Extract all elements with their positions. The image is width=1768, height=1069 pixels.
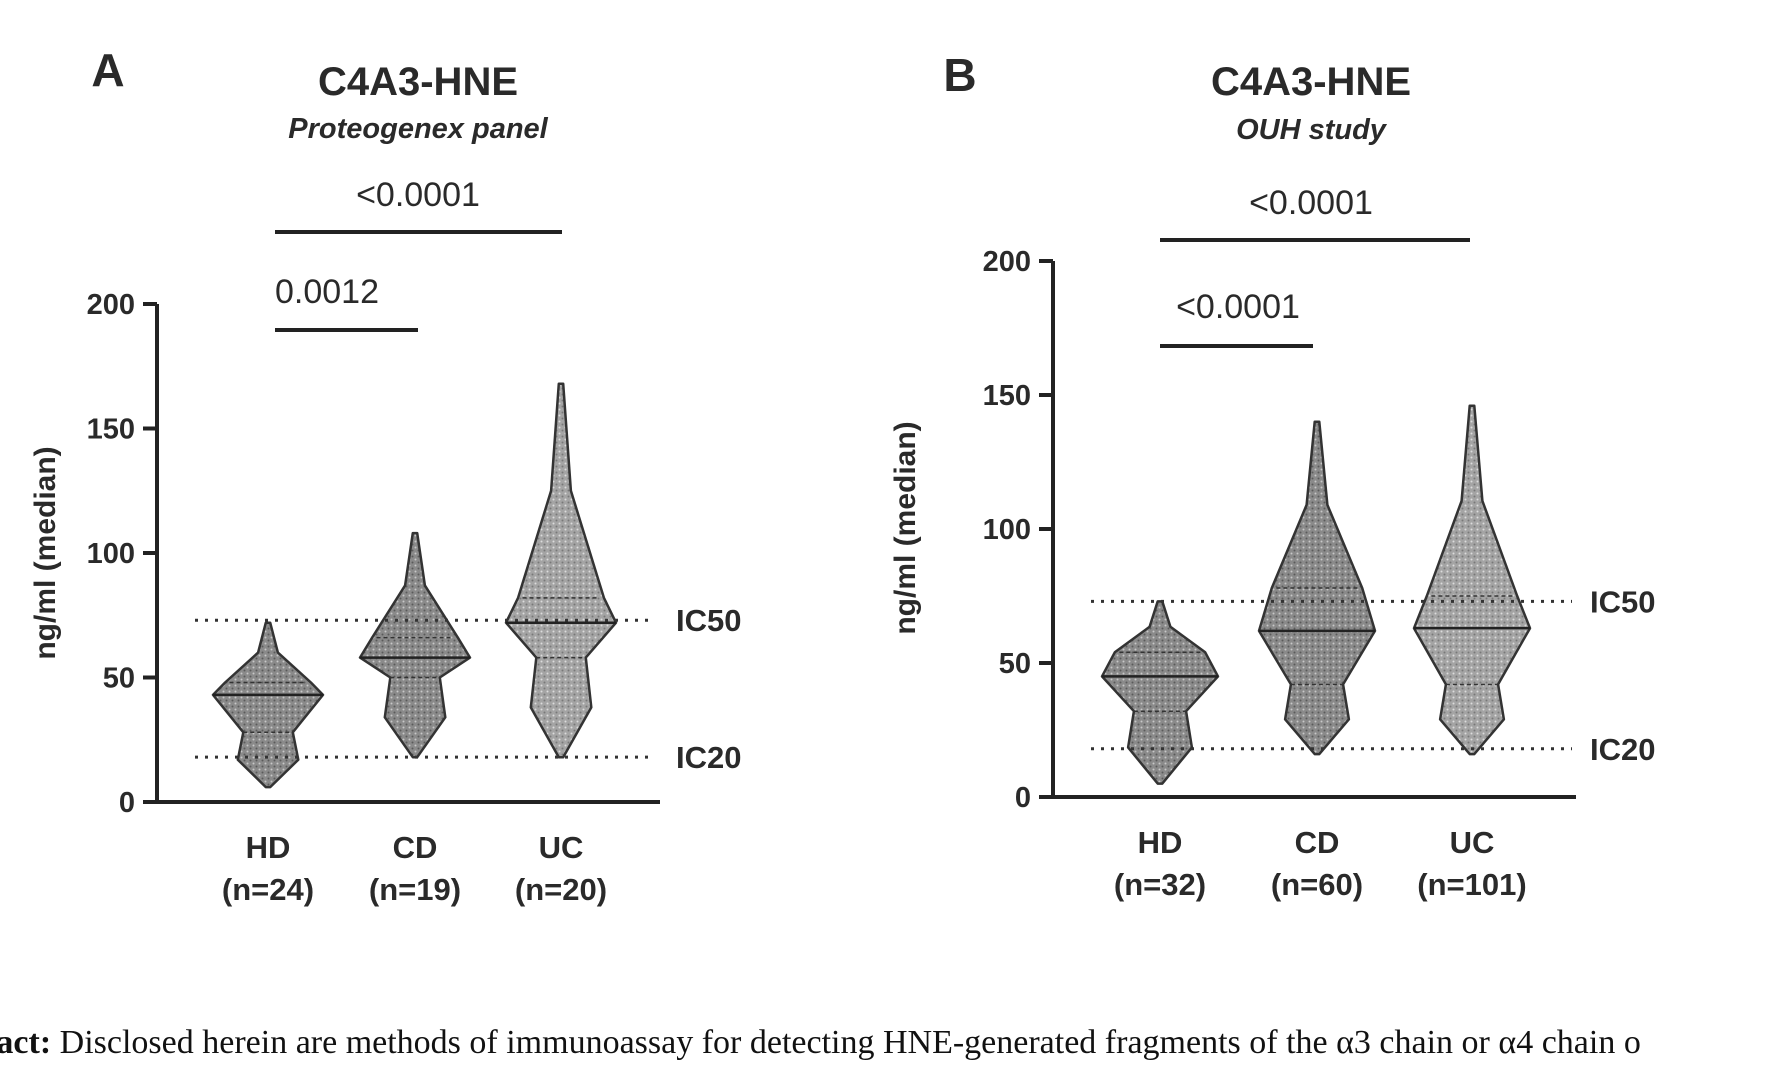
chart-subtitle: OUH study <box>1236 114 1388 146</box>
x-count-label: (n=19) <box>369 872 461 907</box>
violin-body <box>211 621 325 789</box>
chart-title: C4A3-HNE <box>318 60 518 104</box>
y-tick-label: 50 <box>103 663 135 695</box>
violin-cd <box>358 531 472 759</box>
reference-line-label: IC20 <box>1590 732 1655 767</box>
x-category-label: HD <box>246 830 291 865</box>
reference-line-label: IC50 <box>676 603 741 638</box>
y-tick-label: 200 <box>87 289 135 321</box>
x-category-label: UC <box>1450 825 1495 860</box>
violin-hd <box>1100 600 1220 785</box>
x-count-label: (n=24) <box>222 872 314 907</box>
caption-label: tract: <box>0 1024 52 1061</box>
y-tick-label: 0 <box>1015 782 1031 814</box>
x-category-label: CD <box>1295 825 1340 860</box>
p-value-label: <0.0001 <box>1176 288 1300 326</box>
abstract-caption: tract: Disclosed herein are methods of i… <box>0 1024 1641 1062</box>
panel-letter: A <box>91 44 124 96</box>
violin-uc <box>504 382 618 759</box>
violin-hd <box>211 621 325 789</box>
violin-body <box>1100 600 1220 785</box>
violin-uc <box>1412 404 1532 756</box>
reference-line-label: IC50 <box>1590 584 1655 619</box>
violin-body <box>358 531 472 759</box>
x-count-label: (n=101) <box>1417 867 1526 902</box>
x-category-label: CD <box>393 830 438 865</box>
y-tick-label: 150 <box>87 414 135 446</box>
x-count-label: (n=20) <box>515 872 607 907</box>
y-axis-label: ng/ml (median) <box>29 446 62 659</box>
y-tick-label: 0 <box>119 787 135 819</box>
y-tick-label: 200 <box>983 246 1031 278</box>
violin-body <box>1412 404 1532 756</box>
violin-body <box>504 382 618 759</box>
x-category-label: HD <box>1138 825 1183 860</box>
p-value-label: 0.0012 <box>275 273 379 311</box>
panel-a: A C4A3-HNE Proteogenex panel 0 50 100 150 200 ng… <box>29 44 741 907</box>
y-tick-label: 150 <box>983 380 1031 412</box>
x-category-label: UC <box>539 830 584 865</box>
y-tick-label: 100 <box>983 514 1031 546</box>
panel-letter: B <box>943 49 976 101</box>
reference-line-label: IC20 <box>676 740 741 775</box>
violin-cd <box>1257 420 1377 756</box>
y-tick-label: 50 <box>999 648 1031 680</box>
violin-body <box>1257 420 1377 756</box>
caption-text: Disclosed herein are methods of immunoas… <box>59 1024 1641 1061</box>
p-value-label: <0.0001 <box>356 176 480 214</box>
p-value-label: <0.0001 <box>1249 184 1373 222</box>
panel-b: B C4A3-HNE OUH study 0 50 100 150 200 ng/ml (med… <box>889 49 1655 902</box>
chart-subtitle: Proteogenex panel <box>288 113 548 145</box>
chart-title: C4A3-HNE <box>1211 60 1411 104</box>
y-axis-label: ng/ml (median) <box>889 421 922 634</box>
y-tick-label: 100 <box>87 538 135 570</box>
x-count-label: (n=60) <box>1271 867 1363 902</box>
x-count-label: (n=32) <box>1114 867 1206 902</box>
